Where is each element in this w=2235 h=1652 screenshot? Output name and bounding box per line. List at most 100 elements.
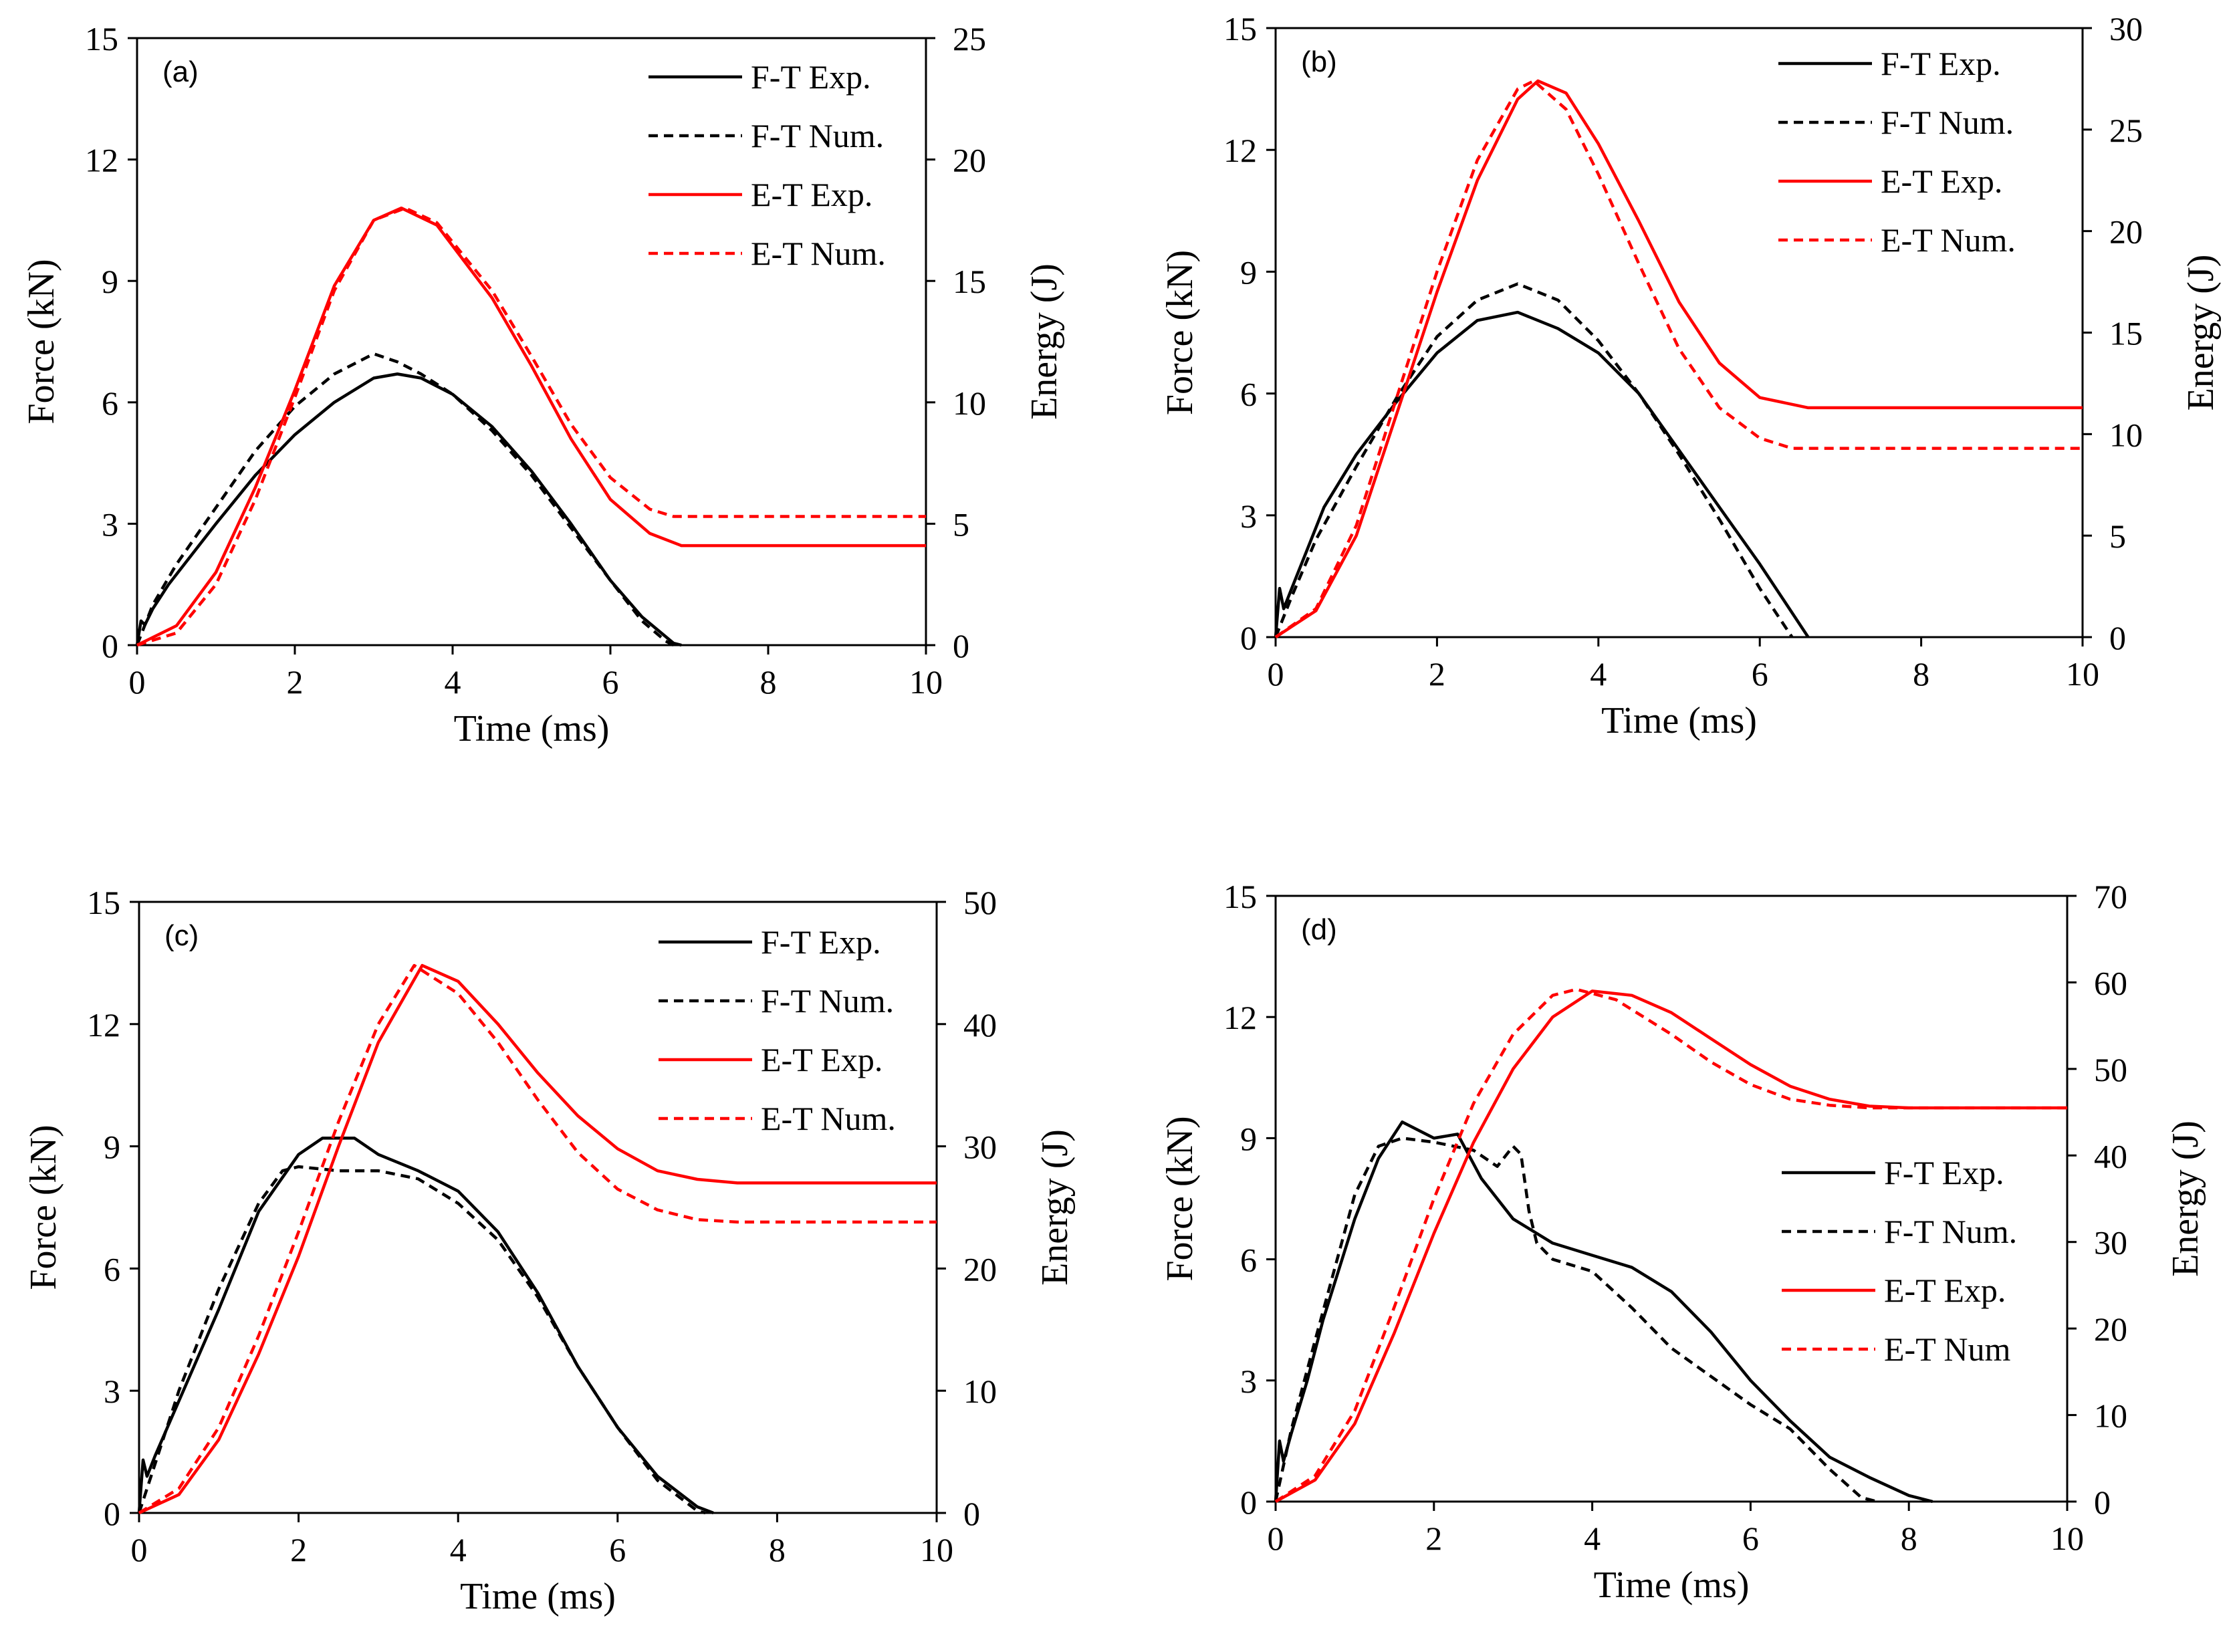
y2-axis-title: Energy (J) <box>1034 1129 1076 1286</box>
y2-tick-label: 20 <box>953 142 986 179</box>
y2-axis-title: Energy (J) <box>1024 263 1065 420</box>
x-axis-title: Time (ms) <box>1594 1564 1750 1606</box>
series-line-e-t-num <box>1274 987 2067 1503</box>
legend-label: F-T Exp. <box>751 58 871 96</box>
y-tick-label: 3 <box>1240 497 1257 535</box>
x-tick-label: 10 <box>909 663 943 701</box>
x-tick-label: 8 <box>760 663 777 701</box>
y-tick-label: 15 <box>1223 10 1257 47</box>
y-tick-label: 15 <box>87 884 120 921</box>
x-tick-label: 2 <box>287 663 304 701</box>
y2-axis-title: Energy (J) <box>2165 1120 2206 1277</box>
y2-tick-label: 5 <box>2109 517 2126 555</box>
y-tick-label: 9 <box>1240 253 1257 291</box>
y-tick-label: 12 <box>1223 132 1257 169</box>
x-tick-label: 0 <box>1268 1520 1284 1557</box>
y-tick-label: 3 <box>102 505 118 543</box>
y2-tick-label: 10 <box>2094 1397 2127 1435</box>
y2-tick-label: 60 <box>2094 964 2127 1001</box>
x-tick-label: 4 <box>1590 655 1607 693</box>
y-tick-label: 9 <box>1240 1120 1257 1157</box>
y2-tick-label: 30 <box>2109 10 2143 47</box>
legend-label: E-T Exp. <box>751 176 872 213</box>
series-line-f-t-num <box>1274 282 1794 638</box>
chart-panel-c: 0 2 4 6 8 10 0 3 6 9 12 15 0 10 20 30 40 50 Time (ms) Force… <box>23 884 1076 1617</box>
y-tick-label: 6 <box>1240 1242 1257 1279</box>
y2-tick-label: 10 <box>2109 416 2143 453</box>
series-line-f-t-exp <box>1274 1120 1933 1504</box>
y2-tick-label: 25 <box>953 20 986 57</box>
x-axis-title: Time (ms) <box>454 708 610 749</box>
x-tick-label: 6 <box>602 663 619 701</box>
x-axis-title: Time (ms) <box>460 1576 616 1617</box>
series-line-f-t-num <box>137 1165 706 1515</box>
y2-tick-label: 0 <box>953 627 969 665</box>
y2-tick-label: 10 <box>963 1373 997 1410</box>
y-axis-title: Force (kN) <box>21 259 62 424</box>
legend-label: E-T Num. <box>751 235 886 272</box>
x-tick-label: 10 <box>2066 655 2099 693</box>
x-tick-label: 8 <box>1913 655 1929 693</box>
series-line-f-t-exp <box>135 372 682 647</box>
series-line-e-t-num <box>136 206 926 647</box>
legend-label: E-T Num. <box>761 1100 896 1137</box>
x-tick-label: 2 <box>1425 1520 1442 1557</box>
y-axis-title: Force (kN) <box>1159 250 1201 415</box>
y-tick-label: 9 <box>104 1129 120 1166</box>
y2-tick-label: 15 <box>2109 315 2143 352</box>
y-tick-label: 12 <box>1223 999 1257 1036</box>
legend-label: F-T Exp. <box>1884 1154 2004 1191</box>
panel-label: (d) <box>1301 913 1337 946</box>
y2-tick-label: 10 <box>953 384 986 422</box>
y2-tick-label: 20 <box>2094 1310 2127 1348</box>
y-axis-title: Force (kN) <box>23 1125 64 1290</box>
y-tick-label: 0 <box>102 627 118 665</box>
x-tick-label: 0 <box>131 1531 148 1568</box>
y2-tick-label: 30 <box>2094 1224 2127 1262</box>
series-line-f-t-num <box>135 352 675 646</box>
legend-label: F-T Num. <box>751 117 884 154</box>
y-tick-label: 12 <box>85 142 118 179</box>
y-tick-label: 9 <box>102 263 118 300</box>
y2-tick-label: 15 <box>953 263 986 300</box>
y-tick-label: 0 <box>1240 619 1257 657</box>
chart-panel-b: 0 2 4 6 8 10 0 3 6 9 12 15 0 5 10 15 20 25 30 Time (ms) Forc… <box>1159 10 2222 741</box>
x-tick-label: 6 <box>609 1531 626 1568</box>
x-tick-label: 4 <box>445 663 461 701</box>
plot-frame <box>138 901 938 1514</box>
y2-tick-label: 20 <box>963 1250 997 1288</box>
x-tick-label: 6 <box>1742 1520 1759 1557</box>
panel-label: (b) <box>1301 45 1337 78</box>
series-line-e-t-exp <box>1274 989 2067 1503</box>
y2-tick-label: 0 <box>2109 619 2126 657</box>
y2-tick-label: 20 <box>2109 213 2143 251</box>
legend-label: F-T Num. <box>761 982 894 1020</box>
series-line-e-t-exp <box>138 963 937 1515</box>
y2-axis-title: Energy (J) <box>2180 255 2222 411</box>
x-tick-label: 2 <box>290 1531 307 1568</box>
y-tick-label: 6 <box>1240 376 1257 413</box>
y-tick-label: 3 <box>104 1373 120 1410</box>
x-tick-label: 8 <box>1901 1520 1917 1557</box>
y-tick-label: 0 <box>1240 1484 1257 1521</box>
legend-label: F-T Exp. <box>761 923 881 961</box>
panel-label: (c) <box>164 919 199 952</box>
y2-tick-label: 25 <box>2109 112 2143 149</box>
series-line-f-t-num <box>1274 1137 1878 1504</box>
y2-tick-label: 30 <box>963 1129 997 1166</box>
x-tick-label: 6 <box>1752 655 1768 693</box>
y-tick-label: 15 <box>85 20 118 57</box>
y-tick-label: 6 <box>102 384 118 422</box>
series-line-e-t-exp <box>1274 79 2083 638</box>
y2-tick-label: 0 <box>963 1495 980 1532</box>
legend-label: E-T Exp. <box>761 1041 883 1078</box>
series-line-e-t-num <box>138 963 937 1514</box>
chart-panel-d: 0 2 4 6 8 10 0 3 6 9 12 15 0 10 20 30 40 50 60 70 Time (ms) F… <box>1159 878 2206 1606</box>
legend-label: E-T Num <box>1884 1330 2010 1368</box>
x-tick-label: 0 <box>1268 655 1284 693</box>
x-tick-label: 0 <box>129 663 146 701</box>
x-tick-label: 2 <box>1429 655 1445 693</box>
series-line-f-t-exp <box>137 1137 714 1515</box>
y2-tick-label: 40 <box>2094 1137 2127 1175</box>
